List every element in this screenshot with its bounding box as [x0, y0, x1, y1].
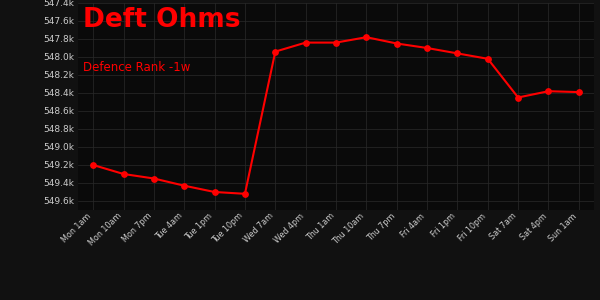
Point: [119, 172, 128, 176]
Point: [301, 40, 310, 45]
Point: [149, 176, 158, 181]
Point: [271, 49, 280, 54]
Point: [362, 35, 371, 40]
Point: [422, 46, 432, 50]
Point: [240, 191, 250, 196]
Point: [544, 89, 553, 94]
Text: Defence Rank -1w: Defence Rank -1w: [83, 61, 191, 74]
Point: [179, 183, 189, 188]
Point: [88, 163, 98, 167]
Point: [452, 51, 462, 56]
Text: Deft Ohms: Deft Ohms: [83, 7, 241, 33]
Point: [514, 95, 523, 100]
Point: [483, 56, 493, 61]
Point: [210, 190, 220, 194]
Point: [331, 40, 341, 45]
Point: [574, 90, 584, 94]
Point: [392, 41, 401, 46]
